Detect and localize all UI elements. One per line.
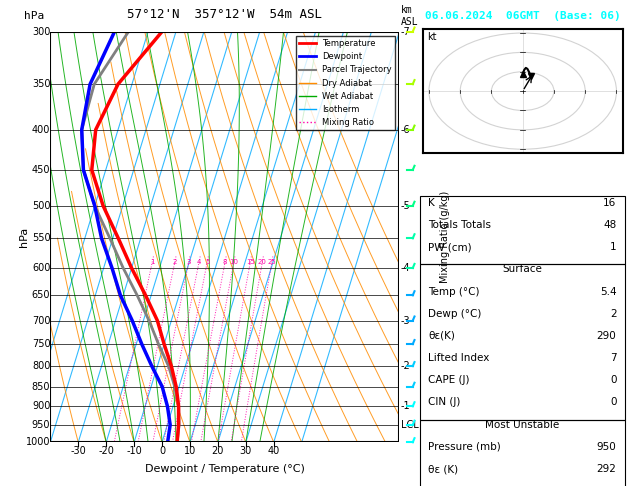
Text: 1: 1 (610, 242, 616, 252)
Text: 850: 850 (32, 382, 50, 392)
Bar (420, 196, 625, 264)
Text: 700: 700 (32, 315, 50, 326)
Text: 400: 400 (32, 125, 50, 135)
Text: 0: 0 (610, 398, 616, 407)
Text: Dewp (°C): Dewp (°C) (428, 309, 482, 319)
Text: 600: 600 (32, 263, 50, 273)
Text: 950: 950 (597, 442, 616, 452)
Text: 20: 20 (212, 446, 224, 456)
Text: 25: 25 (267, 260, 276, 265)
Text: 48: 48 (603, 220, 616, 230)
Text: Totals Totals: Totals Totals (428, 220, 491, 230)
Text: 06.06.2024  06GMT  (Base: 06): 06.06.2024 06GMT (Base: 06) (425, 11, 620, 21)
Text: 40: 40 (267, 446, 280, 456)
Text: 0: 0 (610, 375, 616, 385)
Text: Dewpoint / Temperature (°C): Dewpoint / Temperature (°C) (145, 464, 305, 474)
Text: -2: -2 (401, 361, 410, 371)
Text: LCL: LCL (401, 420, 418, 430)
Text: Temp (°C): Temp (°C) (428, 287, 480, 296)
Text: 4: 4 (197, 260, 201, 265)
Text: 5.4: 5.4 (600, 287, 616, 296)
Bar (420, 420, 625, 486)
Text: θε(K): θε(K) (428, 331, 455, 341)
Text: -3: -3 (401, 315, 410, 326)
Text: PW (cm): PW (cm) (428, 242, 472, 252)
Text: -1: -1 (401, 401, 410, 411)
Text: 0: 0 (159, 446, 165, 456)
Text: 10: 10 (184, 446, 196, 456)
Text: hPa: hPa (24, 11, 45, 21)
Text: Lifted Index: Lifted Index (428, 353, 490, 363)
Text: Most Unstable: Most Unstable (485, 420, 560, 430)
Text: -6: -6 (401, 125, 410, 135)
Text: 550: 550 (31, 233, 50, 243)
Text: -30: -30 (70, 446, 86, 456)
Text: 8: 8 (223, 260, 227, 265)
Text: -4: -4 (401, 263, 410, 273)
Legend: Temperature, Dewpoint, Parcel Trajectory, Dry Adiabat, Wet Adiabat, Isotherm, Mi: Temperature, Dewpoint, Parcel Trajectory… (296, 36, 395, 130)
Text: 650: 650 (32, 290, 50, 300)
Text: ASL: ASL (401, 17, 419, 28)
Text: 292: 292 (596, 464, 616, 474)
Text: hPa: hPa (19, 227, 29, 247)
Text: 2: 2 (610, 309, 616, 319)
Text: 15: 15 (246, 260, 255, 265)
Text: CAPE (J): CAPE (J) (428, 375, 470, 385)
Text: 2: 2 (172, 260, 177, 265)
Text: Mixing Ratio (g/kg): Mixing Ratio (g/kg) (440, 191, 450, 283)
Text: 5: 5 (205, 260, 209, 265)
Text: 450: 450 (32, 165, 50, 175)
Text: 16: 16 (603, 198, 616, 208)
Text: 950: 950 (32, 420, 50, 430)
Text: 7: 7 (610, 353, 616, 363)
Text: CIN (J): CIN (J) (428, 398, 460, 407)
Text: 290: 290 (597, 331, 616, 341)
Text: Surface: Surface (503, 264, 542, 275)
Text: -7: -7 (401, 27, 410, 36)
Text: Pressure (mb): Pressure (mb) (428, 442, 501, 452)
Text: 1000: 1000 (26, 437, 50, 447)
Text: -10: -10 (126, 446, 142, 456)
Text: km: km (401, 5, 413, 15)
Bar (420, 264, 625, 420)
Text: -20: -20 (98, 446, 114, 456)
Text: 300: 300 (32, 27, 50, 36)
Text: 20: 20 (258, 260, 267, 265)
Text: 900: 900 (32, 401, 50, 411)
Text: 800: 800 (32, 361, 50, 371)
Text: 30: 30 (240, 446, 252, 456)
Text: 350: 350 (32, 79, 50, 89)
Text: kt: kt (426, 32, 436, 42)
Text: θε (K): θε (K) (428, 464, 459, 474)
Text: 3: 3 (186, 260, 191, 265)
Text: K: K (428, 198, 435, 208)
Text: 500: 500 (32, 201, 50, 211)
Text: 10: 10 (230, 260, 238, 265)
Text: -5: -5 (401, 201, 410, 211)
Text: 750: 750 (31, 339, 50, 349)
Text: 1: 1 (150, 260, 155, 265)
Text: 57°12'N  357°12'W  54m ASL: 57°12'N 357°12'W 54m ASL (127, 8, 323, 21)
